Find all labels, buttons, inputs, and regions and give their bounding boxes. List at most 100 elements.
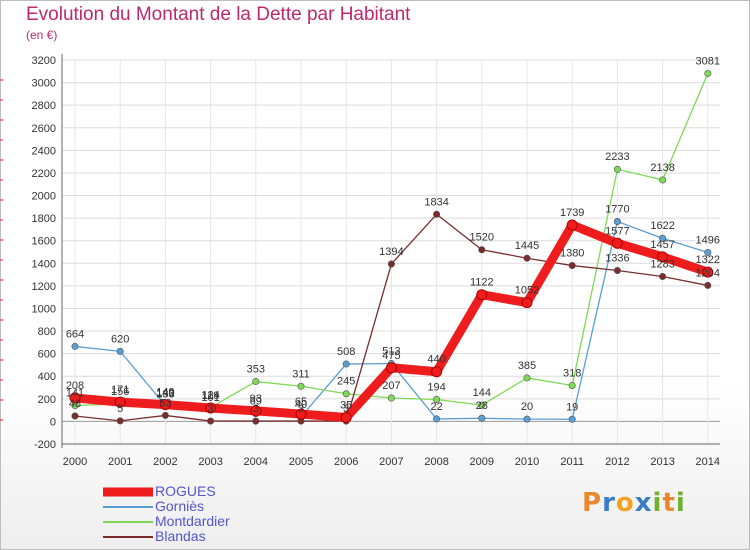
data-point: [250, 405, 262, 417]
data-point: [116, 417, 124, 425]
data-label: 1394: [379, 246, 403, 258]
chart-title: Evolution du Montant de la Dette par Hab…: [26, 4, 411, 25]
legend-swatch-gornies: [103, 505, 153, 508]
data-label: 93: [250, 393, 262, 405]
x-tick-label: 2013: [650, 456, 674, 468]
logo-letter: o: [615, 488, 635, 518]
data-label: 141: [66, 387, 84, 399]
data-point: [385, 362, 397, 374]
data-point: [252, 378, 260, 386]
data-label: 124: [201, 389, 219, 401]
data-label: 245: [337, 376, 355, 388]
data-label: 3: [208, 403, 214, 415]
data-label: 318: [563, 367, 581, 379]
x-tick-label: 2009: [470, 456, 494, 468]
data-point: [659, 176, 667, 184]
data-point: [69, 392, 81, 404]
y-tick-label: 2000: [32, 191, 56, 203]
data-label: 1283: [650, 259, 674, 271]
data-label: 171: [111, 384, 129, 396]
data-label: 1770: [605, 204, 629, 216]
y-tick-label: 0: [50, 416, 56, 428]
data-label: 513: [382, 345, 400, 357]
legend-item-gornies: Gorniès: [103, 498, 303, 514]
y-tick-label: 3200: [32, 55, 56, 67]
data-label: 1739: [560, 207, 584, 219]
legend-swatch-montdardier: [103, 520, 153, 523]
y-tick-label: 800: [38, 326, 56, 338]
data-label: 156: [111, 386, 129, 398]
x-tick-label: 2012: [605, 456, 629, 468]
y-tick-label: 1600: [32, 236, 56, 248]
data-point: [159, 399, 171, 411]
x-tick-label: 2007: [379, 456, 403, 468]
data-point: [433, 415, 441, 423]
y-tick-label: 400: [38, 371, 56, 383]
data-label: 2233: [605, 151, 629, 163]
data-point: [613, 218, 621, 226]
data-label: 3081: [696, 55, 720, 67]
data-label: 3: [343, 403, 349, 415]
data-label: 53: [159, 397, 171, 409]
data-point: [659, 234, 667, 242]
data-label: 385: [518, 360, 536, 372]
legend: ROGUES Gorniès Montdardier Blandas: [103, 483, 303, 544]
data-point: [295, 408, 307, 420]
data-label: 475: [382, 350, 400, 362]
data-label: 1322: [696, 254, 720, 266]
data-label: 19: [566, 401, 578, 413]
logo-letter: x: [634, 488, 653, 518]
legend-label-blandas: Blandas: [155, 528, 206, 544]
data-label: 1577: [605, 225, 629, 237]
legend-item-rogues: ROGUES: [103, 483, 303, 499]
data-label: 620: [111, 333, 129, 345]
data-point: [114, 396, 126, 408]
data-label: 35: [340, 399, 352, 411]
data-point: [613, 267, 621, 275]
data-label: 1834: [424, 196, 448, 208]
y-tick-label: 1000: [32, 303, 56, 315]
data-label: 5: [117, 403, 123, 415]
data-label: 119: [202, 390, 220, 402]
data-label: 1122: [470, 277, 494, 289]
logo-letter: r: [602, 488, 616, 518]
x-tick-label: 2010: [515, 456, 539, 468]
data-label: 3: [298, 403, 304, 415]
data-point: [613, 165, 621, 173]
legend-item-blandas: Blandas: [103, 528, 303, 544]
data-label: 1052: [515, 285, 539, 297]
data-point: [704, 281, 712, 289]
data-point: [523, 254, 531, 262]
data-point: [71, 342, 79, 350]
data-point: [568, 381, 576, 389]
data-point: [704, 248, 712, 256]
data-point: [433, 210, 441, 218]
data-label: 440: [427, 354, 445, 366]
data-label: 133: [156, 388, 174, 400]
x-tick-label: 2002: [153, 456, 177, 468]
data-point: [297, 382, 305, 390]
y-tick-label: 3000: [32, 78, 56, 90]
legend-label-gornies: Gorniès: [155, 498, 205, 514]
data-label: 194: [427, 382, 445, 394]
data-label: 1380: [560, 248, 584, 260]
data-label: 1622: [650, 220, 674, 232]
data-point: [657, 251, 669, 263]
y-tick-label: 2800: [32, 100, 56, 112]
x-tick-label: 2000: [63, 456, 87, 468]
data-label: 28: [476, 400, 488, 412]
data-point: [342, 390, 350, 398]
data-point: [478, 246, 486, 254]
y-tick-label: 2600: [32, 123, 56, 135]
data-point: [478, 414, 486, 422]
data-label: 1457: [650, 239, 674, 251]
data-label: 40: [295, 399, 307, 411]
legend-label-rogues: ROGUES: [155, 483, 216, 499]
legend-swatch-rogues: [103, 487, 153, 496]
x-tick-label: 2004: [244, 456, 268, 468]
data-label: 101: [201, 392, 219, 404]
data-point: [387, 394, 395, 402]
proxiti-logo: Proxiti: [582, 488, 686, 518]
y-tick-label: 1200: [32, 281, 56, 293]
